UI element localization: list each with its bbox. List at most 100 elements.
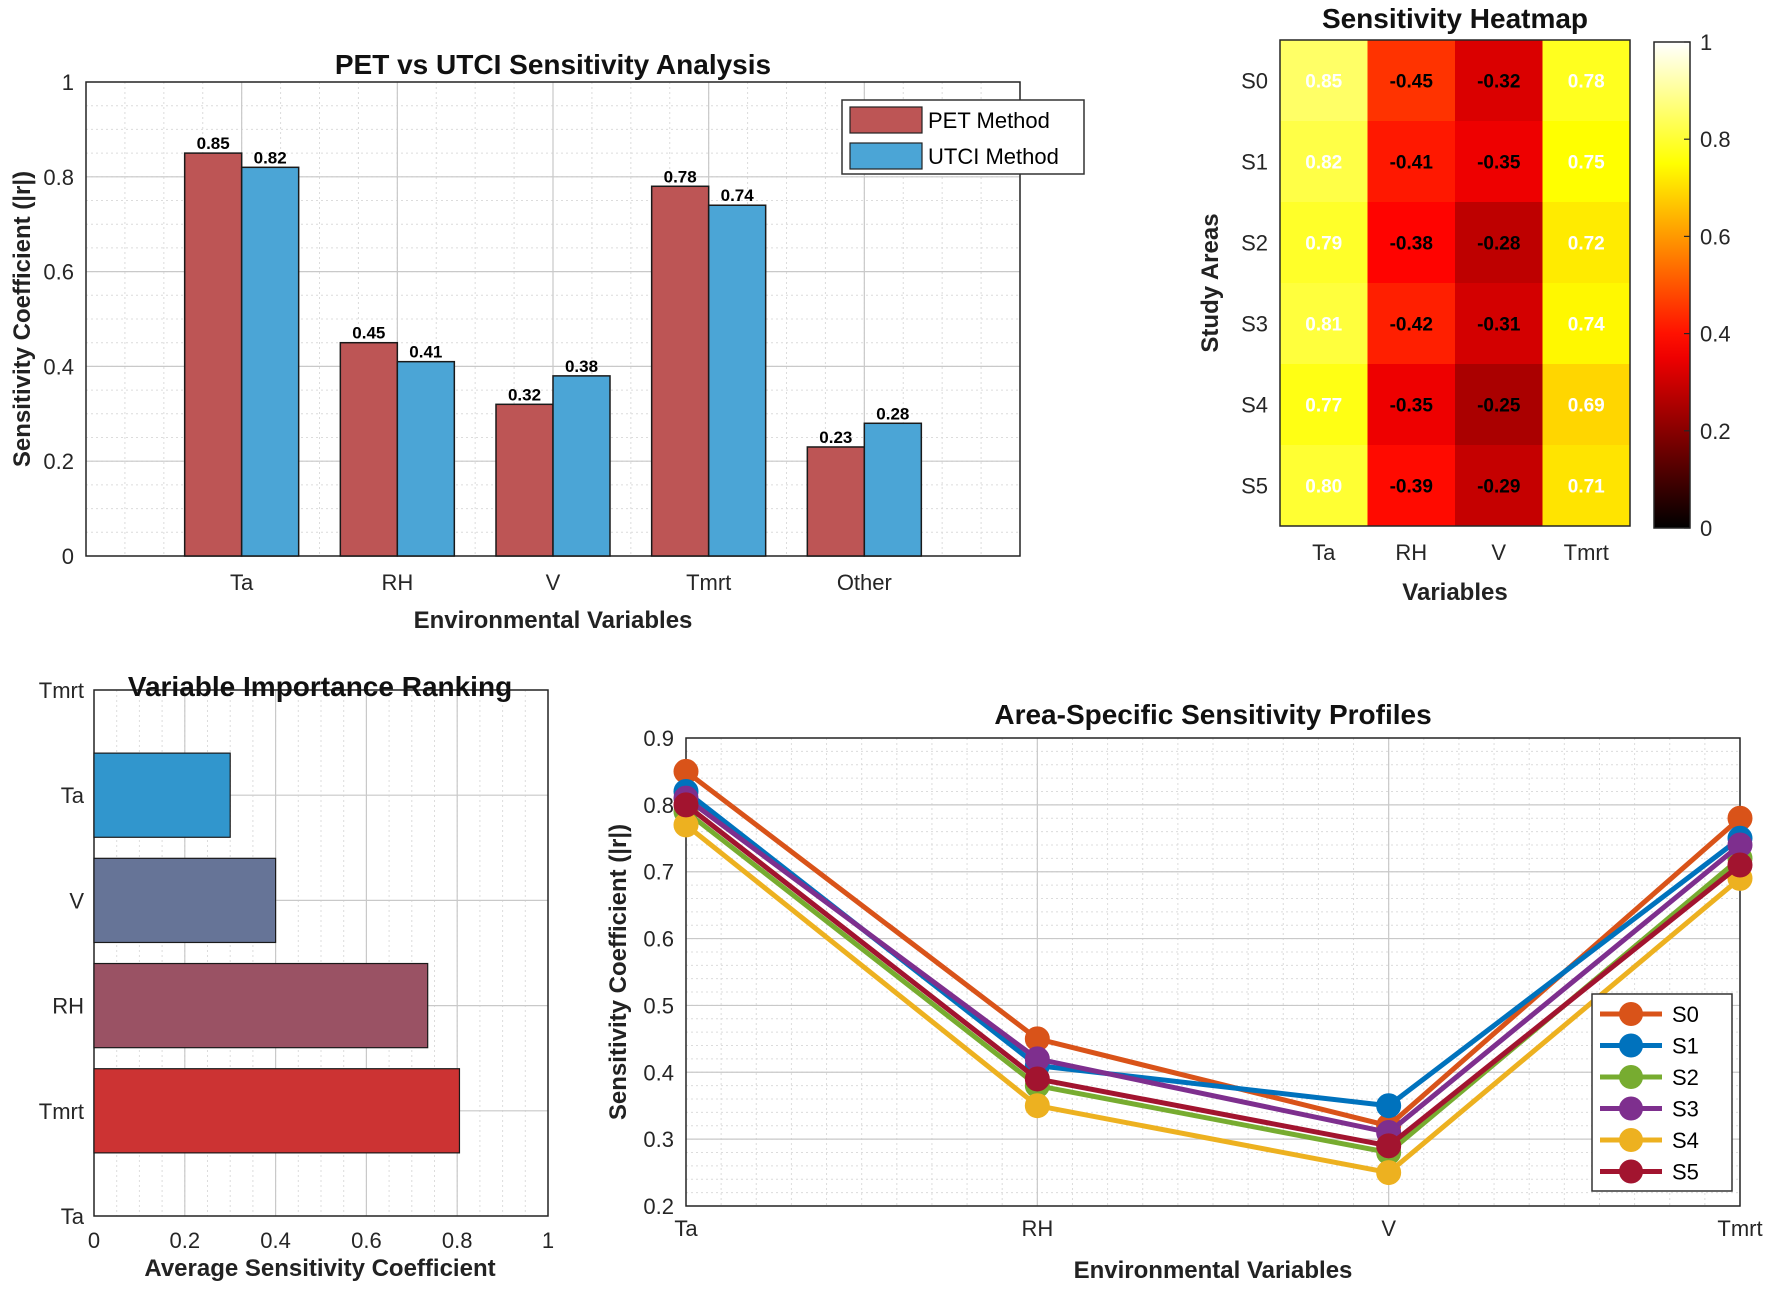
heatmap-cell <box>1280 40 1368 122</box>
heatmap-title: Sensitivity Heatmap <box>1322 3 1588 34</box>
x-tick-label: 0.4 <box>260 1228 291 1253</box>
heatmap-cell <box>1542 283 1631 365</box>
heatmap-cell-label: 0.69 <box>1568 396 1605 417</box>
y-tick-label: RH <box>52 994 84 1019</box>
legend: S0 S1 S2 S3 S4 S5 <box>1591 993 1733 1192</box>
y-tick-label: 0.3 <box>643 1127 674 1152</box>
area-profiles-line-chart: 0.2 0.3 0.4 0.5 0.6 0.7 0.8 0.9 Ta RH V Tmrt Area-Sp… <box>605 699 1763 1284</box>
heatmap-cell-label: 0.80 <box>1305 477 1342 498</box>
heatmap-cell <box>1367 202 1456 284</box>
heatmap-cell-label: 0.78 <box>1568 72 1605 93</box>
bar-data-label: 0.45 <box>352 324 385 343</box>
bar-pet <box>495 403 554 557</box>
heatmap-cell-label: -0.32 <box>1477 72 1520 93</box>
pet-utci-bar-chart: 0 0.2 0.4 0.6 0.8 1 Ta RH V Tmrt Other 0.85 0.45 0.32… <box>9 49 1085 634</box>
legend-marker <box>1619 1159 1643 1184</box>
x-axis-label: Average Sensitivity Coefficient <box>144 1255 495 1282</box>
colorbar <box>1653 41 1691 529</box>
y-tick-label: V <box>69 888 84 913</box>
bar-data-label: 0.32 <box>508 385 541 404</box>
bar-pet <box>339 341 399 557</box>
heatmap-cell-label: 0.77 <box>1305 396 1342 417</box>
variable-importance-chart: 0 0.2 0.4 0.6 0.8 1 Ta Tmrt RH V Ta Tmrt Variable Im… <box>39 671 554 1282</box>
heatmap-cell-label: -0.31 <box>1477 315 1521 336</box>
heatmap-y-tick-label: S5 <box>1241 474 1268 499</box>
series-point-s4 <box>1376 1160 1402 1186</box>
series-point-s5 <box>673 792 699 818</box>
colorbar-tick-label: 0.4 <box>1700 322 1731 347</box>
y-tick-label: Ta <box>61 783 85 808</box>
series-point-s5 <box>1024 1066 1050 1092</box>
legend-marker <box>1619 1096 1643 1121</box>
x-tick-label: Other <box>837 570 892 595</box>
legend-swatch <box>849 142 923 170</box>
heatmap-y-tick-label: S2 <box>1241 231 1268 256</box>
chart-title: PET vs UTCI Sensitivity Analysis <box>335 49 771 80</box>
heatmap-x-axis-label: Variables <box>1402 579 1507 606</box>
colorbar-tick-label: 0 <box>1700 516 1712 541</box>
bar-data-label: 0.85 <box>197 134 230 153</box>
legend-swatch <box>849 106 923 134</box>
x-tick-label: V <box>1381 1216 1396 1241</box>
bar-pet <box>650 185 710 557</box>
y-tick-label: Tmrt <box>39 678 84 703</box>
heatmap-x-tick-label: Tmrt <box>1564 540 1609 565</box>
legend-marker <box>1619 1002 1643 1026</box>
importance-bar <box>93 1068 461 1154</box>
y-tick-label: 0.4 <box>43 354 74 379</box>
bar-utci <box>552 375 611 557</box>
heatmap-x-tick-label: V <box>1491 540 1506 565</box>
importance-bar <box>93 752 231 838</box>
y-axis-label: Sensitivity Coefficient (|r|) <box>9 171 36 467</box>
heatmap-cell-label: 0.79 <box>1305 234 1342 255</box>
heatmap-cell-label: 0.74 <box>1568 315 1605 336</box>
x-tick-label: Ta <box>674 1216 698 1241</box>
y-tick-label: 0.2 <box>643 1194 674 1219</box>
chart-title: Variable Importance Ranking <box>128 671 512 702</box>
heatmap-y-tick-label: S1 <box>1241 150 1268 175</box>
heatmap-cell <box>1455 364 1543 446</box>
heatmap-cell <box>1280 445 1368 527</box>
bar-data-label: 0.74 <box>721 186 755 205</box>
legend-label: S3 <box>1672 1097 1699 1122</box>
series-line-s2 <box>684 809 1742 1156</box>
heatmap-cell <box>1280 202 1368 284</box>
bar-utci <box>396 360 456 557</box>
heatmap-cell <box>1367 283 1456 365</box>
series-line-s3 <box>684 796 1742 1135</box>
plot-frame <box>93 689 549 1217</box>
x-tick-label: 1 <box>542 1228 554 1253</box>
legend: PET Method UTCI Method <box>841 99 1085 175</box>
heatmap-y-tick-label: S3 <box>1241 312 1268 337</box>
x-tick-label: Tmrt <box>686 570 731 595</box>
y-tick-label: 0.9 <box>643 726 674 751</box>
series-point-s4 <box>1024 1093 1050 1119</box>
bar-pet <box>183 152 243 557</box>
x-axis-label: Environmental Variables <box>414 607 693 634</box>
legend-label: S2 <box>1672 1065 1699 1090</box>
colorbar-tick-label: 1 <box>1700 30 1712 55</box>
bar-utci <box>707 204 767 557</box>
heatmap-cell-label: -0.41 <box>1390 153 1434 174</box>
heatmap-cell <box>1280 283 1368 365</box>
legend-label: S4 <box>1672 1128 1699 1153</box>
x-tick-label: Ta <box>230 570 254 595</box>
legend-label: S0 <box>1672 1002 1699 1027</box>
importance-bar <box>93 962 429 1049</box>
heatmap-cell-label: -0.35 <box>1390 396 1434 417</box>
heatmap-cell-label: 0.82 <box>1305 153 1342 174</box>
y-tick-label: 0.7 <box>643 860 674 885</box>
heatmap-cell-label: -0.29 <box>1477 477 1520 498</box>
legend-label: S1 <box>1672 1034 1699 1059</box>
colorbar-tick-label: 0.6 <box>1700 224 1731 249</box>
bar-pet <box>806 446 866 557</box>
heatmap-cell-label: -0.35 <box>1477 153 1521 174</box>
heatmap-cell-label: -0.38 <box>1390 234 1433 255</box>
heatmap-cell <box>1455 202 1543 284</box>
heatmap-cell-label: 0.85 <box>1305 72 1342 93</box>
y-tick-label: 0.5 <box>643 993 674 1018</box>
y-tick-label: 0.2 <box>43 449 74 474</box>
heatmap-x-tick-label: Ta <box>1312 540 1336 565</box>
y-tick-label: 0 <box>62 544 74 569</box>
heatmap-cell <box>1542 445 1631 527</box>
